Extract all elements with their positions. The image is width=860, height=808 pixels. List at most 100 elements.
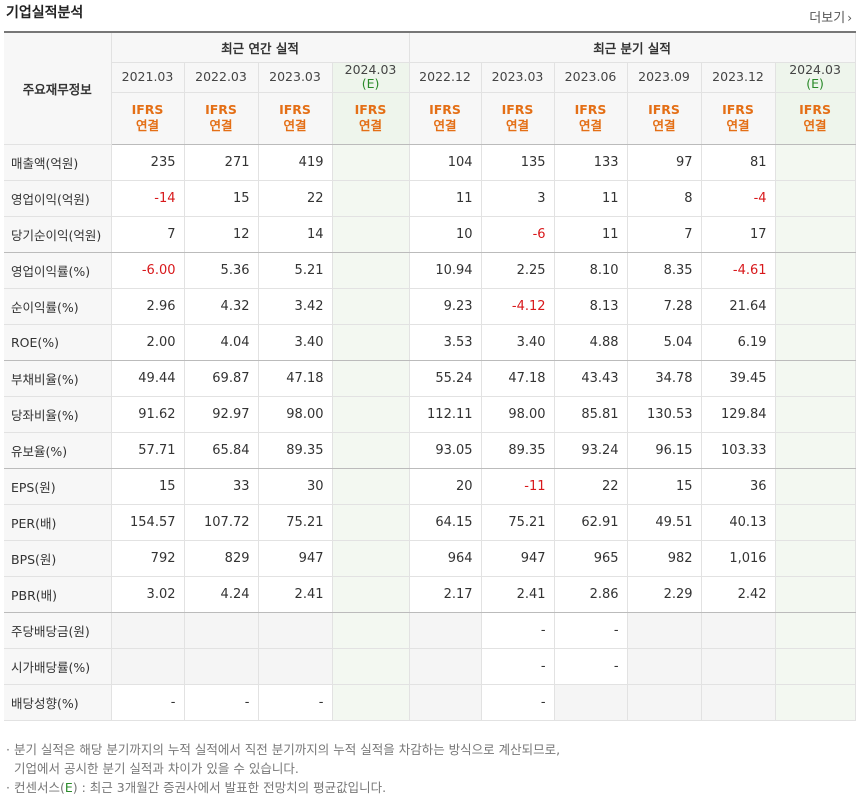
table-cell: - (554, 648, 628, 685)
table-cell: 17 (701, 216, 776, 253)
ifrs-label: IFRS (354, 102, 387, 117)
table-cell: 7 (627, 216, 702, 253)
table-cell: 22 (258, 180, 333, 217)
table-cell (775, 144, 856, 181)
table-cell: - (111, 684, 185, 721)
footnote-1-text: 분기 실적은 해당 분기까지의 누적 실적에서 직전 분기까지의 누적 실적을 … (13, 742, 561, 757)
table-cell (332, 432, 410, 469)
table-cell: 8 (627, 180, 702, 217)
row-label: 배당성향(%) (4, 684, 112, 721)
table-cell: 3.40 (258, 324, 333, 361)
table-cell: 8.35 (627, 252, 702, 289)
table-cell: 2.41 (481, 576, 555, 613)
table-cell: 5.36 (184, 252, 259, 289)
annual-group-header: 최근 연간 실적 (111, 31, 410, 63)
row-label: 주당배당금(원) (4, 612, 112, 649)
ifrs-label: IFRS (574, 102, 607, 117)
table-cell: 419 (258, 144, 333, 181)
footnote-2-prefix: 컨센서스( (13, 780, 65, 795)
table-cell: 10.94 (409, 252, 482, 289)
table-cell: 69.87 (184, 360, 259, 397)
table-cell: 965 (554, 540, 628, 577)
period-header: 2021.03 (111, 62, 185, 93)
row-label: PER(배) (4, 504, 112, 541)
table-cell: 135 (481, 144, 555, 181)
financial-summary-table: 주요재무정보 최근 연간 실적 최근 분기 실적 2021.03 2022.03 2… (4, 31, 856, 721)
table-cell: 12 (184, 216, 259, 253)
table-cell: 7.28 (627, 288, 702, 325)
table-cell: 8.13 (554, 288, 628, 325)
period-date: 2023.12 (712, 69, 764, 84)
period-header: 2022.12 (409, 62, 482, 93)
ifrs-header: IFRS 연결 (701, 92, 776, 145)
page-title: 기업실적분석 (6, 5, 84, 21)
table-cell: - (184, 684, 259, 721)
table-cell: 62.91 (554, 504, 628, 541)
table-cell: 107.72 (184, 504, 259, 541)
table-cell: 30 (258, 468, 333, 505)
table-row: ROE(%) 2.00 4.04 3.40 3.53 3.40 4.88 5.04 6.19 (4, 324, 856, 361)
consolidated-label: 연결 (135, 118, 159, 133)
table-cell (775, 432, 856, 469)
table-cell: 98.00 (258, 396, 333, 433)
table-cell (701, 612, 776, 649)
table-cell: 64.15 (409, 504, 482, 541)
table-cell: 2.17 (409, 576, 482, 613)
table-cell (775, 468, 856, 505)
table-cell: 91.62 (111, 396, 185, 433)
table-cell: 133 (554, 144, 628, 181)
table-cell: 2.42 (701, 576, 776, 613)
row-label: EPS(원) (4, 468, 112, 505)
ifrs-label: IFRS (799, 102, 831, 117)
table-cell (332, 612, 410, 649)
ifrs-label: IFRS (131, 102, 164, 117)
table-row: 영업이익률(%) -6.00 5.36 5.21 10.94 2.25 8.10 8.35 -4… (4, 252, 856, 289)
table-cell: 11 (554, 216, 628, 253)
table-cell: 2.29 (627, 576, 702, 613)
table-cell: 14 (258, 216, 333, 253)
table-cell: -4 (701, 180, 776, 217)
table-cell (184, 648, 259, 685)
table-cell: 3.42 (258, 288, 333, 325)
table-cell: -14 (111, 180, 185, 217)
table-cell: 49.44 (111, 360, 185, 397)
ifrs-label: IFRS (279, 102, 311, 117)
period-date: 2022.03 (195, 69, 247, 84)
table-cell (775, 180, 856, 217)
table-cell: 89.35 (258, 432, 333, 469)
table-cell: 982 (627, 540, 702, 577)
table-cell (627, 612, 702, 649)
footnote-1-cont-text: 기업에서 공시한 분기 실적과 차이가 있을 수 있습니다. (14, 761, 299, 776)
ifrs-label: IFRS (205, 102, 237, 117)
table-cell: 93.05 (409, 432, 482, 469)
table-cell: 129.84 (701, 396, 776, 433)
row-label: 시가배당률(%) (4, 648, 112, 685)
table-cell: 96.15 (627, 432, 702, 469)
table-cell: 34.78 (627, 360, 702, 397)
table-cell (775, 252, 856, 289)
table-cell (332, 324, 410, 361)
period-header: 2023.12 (701, 62, 776, 93)
period-header: 2022.03 (184, 62, 259, 93)
consolidated-label: 연결 (433, 118, 457, 133)
more-label: 더보기 (809, 11, 846, 26)
table-cell: 47.18 (481, 360, 555, 397)
row-label: 부채비율(%) (4, 360, 112, 397)
chevron-right-icon: › (847, 11, 852, 25)
table-cell (775, 396, 856, 433)
table-cell: 93.24 (554, 432, 628, 469)
table-cell (111, 648, 185, 685)
table-cell: -6.00 (111, 252, 185, 289)
more-link[interactable]: 더보기 › (809, 7, 852, 26)
ifrs-label: IFRS (648, 102, 680, 117)
table-cell: 4.04 (184, 324, 259, 361)
row-label: 순이익률(%) (4, 288, 112, 325)
table-cell (775, 288, 856, 325)
table-cell: - (481, 648, 555, 685)
table-cell (775, 540, 856, 577)
table-cell: 15 (627, 468, 702, 505)
table-cell (775, 216, 856, 253)
table-cell: 57.71 (111, 432, 185, 469)
ifrs-header: IFRS 연결 (111, 92, 185, 145)
consolidated-label: 연결 (506, 118, 530, 133)
